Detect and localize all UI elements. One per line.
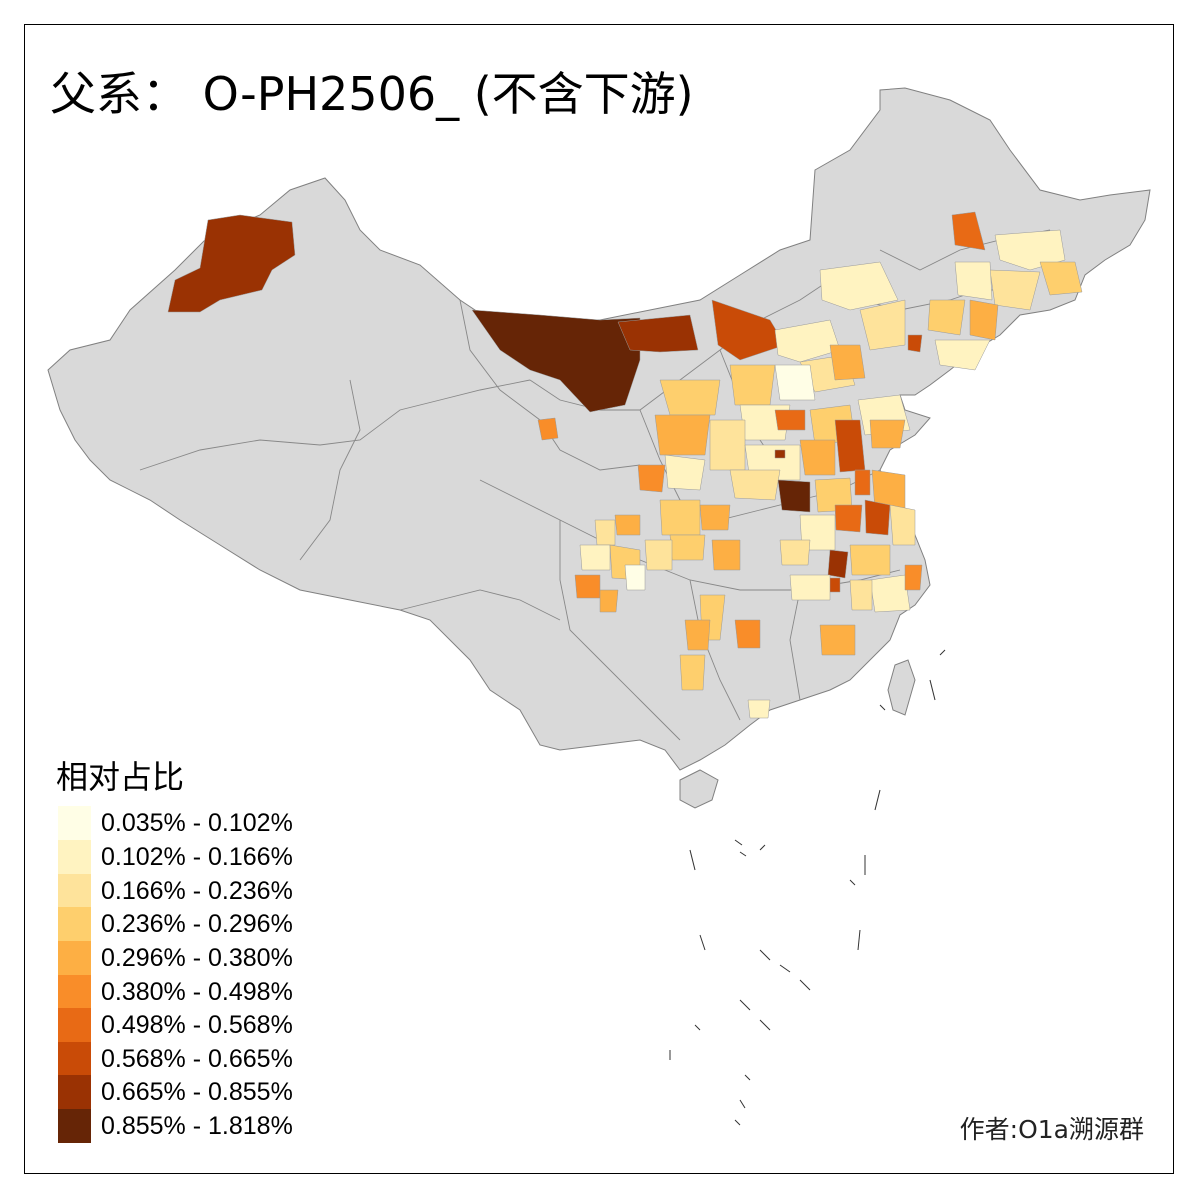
region-hn-4: [774, 449, 786, 459]
region-nc-10: [869, 419, 906, 449]
author-credit: 作者:O1a溯源群: [959, 1115, 1144, 1144]
region-hb-5: [779, 539, 811, 566]
region-ili: [167, 214, 296, 313]
region-zj-1: [869, 574, 911, 613]
region-nc-7: [774, 409, 806, 431]
legend-item: 0.166% - 0.236%: [58, 874, 293, 908]
region-hn-1: [834, 419, 866, 473]
region-zj-3: [849, 579, 873, 611]
legend-swatch: [58, 907, 91, 941]
legend-label: 0.296% - 0.380%: [101, 943, 293, 972]
legend-item: 0.498% - 0.568%: [58, 1008, 293, 1042]
region-imeast-1: [819, 261, 899, 311]
legend-swatch: [58, 840, 91, 874]
china-landmass: [47, 87, 1151, 771]
region-ne-9: [907, 334, 923, 353]
legend-label: 0.380% - 0.498%: [101, 977, 293, 1006]
legend-title: 相对占比: [56, 758, 185, 796]
region-ne-4: [989, 269, 1041, 311]
legend-item: 0.665% - 0.855%: [58, 1075, 293, 1109]
region-hn-5: [729, 469, 781, 501]
region-sc-8: [644, 539, 673, 571]
legend-item: 0.380% - 0.498%: [58, 975, 293, 1009]
region-hb-6: [789, 574, 831, 601]
region-js-4: [889, 504, 916, 546]
legend-label: 0.102% - 0.166%: [101, 842, 293, 871]
legend-item: 0.296% - 0.380%: [58, 941, 293, 975]
region-nc-4: [829, 344, 866, 381]
region-shx-4: [664, 454, 706, 491]
region-hb-1: [659, 499, 701, 536]
region-bayannur: [617, 314, 699, 353]
region-hn2-5: [679, 654, 706, 691]
region-js-3: [834, 504, 863, 533]
region-hn-6: [777, 479, 811, 513]
legend-swatch: [58, 1042, 91, 1076]
region-ne-7: [969, 299, 999, 341]
region-nc-3: [774, 364, 816, 401]
legend-item: 0.568% - 0.665%: [58, 1042, 293, 1076]
region-ne-6: [927, 299, 966, 336]
region-hb-3: [669, 534, 706, 561]
region-hn2-3: [734, 619, 761, 649]
legend-swatch: [58, 806, 91, 840]
region-hn2-4: [819, 624, 856, 656]
region-hb-4: [711, 539, 741, 571]
prefecture-regions: [167, 211, 1083, 719]
region-ah-2: [827, 549, 849, 579]
legend-swatch: [58, 941, 91, 975]
region-hb-2: [699, 504, 731, 531]
region-imeast-2: [859, 299, 906, 351]
legend-swatch: [58, 1075, 91, 1109]
legend-swatch: [58, 975, 91, 1009]
legend-swatch: [58, 874, 91, 908]
legend-label: 0.665% - 0.855%: [101, 1077, 293, 1106]
region-sc-7: [599, 589, 619, 613]
legend-item: 0.236% - 0.296%: [58, 907, 293, 941]
legend-item: 0.855% - 1.818%: [58, 1109, 293, 1143]
legend-swatch: [58, 1109, 91, 1143]
region-sc-6: [574, 574, 601, 599]
legend-swatch: [58, 1008, 91, 1042]
region-sc-5: [624, 564, 646, 591]
legend-label: 0.498% - 0.568%: [101, 1010, 293, 1039]
region-shx-2: [654, 414, 711, 456]
legend-item: 0.035% - 0.102%: [58, 806, 293, 840]
region-shx-5: [637, 464, 666, 493]
region-sc-2: [594, 519, 616, 546]
region-ne-1: [951, 211, 986, 251]
legend-item: 0.102% - 0.166%: [58, 840, 293, 874]
region-shx-1: [659, 379, 721, 416]
south-sea-islands: [669, 649, 946, 1126]
map-title: 父系： O-PH2506_ (不含下游): [50, 67, 694, 121]
region-zj-2: [904, 564, 923, 591]
region-ne-3: [1039, 261, 1083, 296]
map-frame: [24, 24, 1174, 1174]
hainan-island: [679, 769, 719, 809]
region-js-2: [864, 499, 891, 536]
region-sc-3: [579, 544, 611, 571]
region-hn-8: [854, 469, 871, 496]
legend-label: 0.236% - 0.296%: [101, 909, 293, 938]
region-gx-1: [747, 699, 771, 719]
region-nc-1: [774, 319, 841, 363]
region-hn-2: [799, 439, 836, 476]
region-ne-5: [954, 261, 993, 301]
legend-label: 0.166% - 0.236%: [101, 876, 293, 905]
legend-label: 0.855% - 1.818%: [101, 1111, 293, 1140]
region-sc-1: [614, 514, 641, 536]
region-ah-3: [849, 544, 891, 576]
region-hn2-2: [684, 619, 711, 651]
legend-label: 0.568% - 0.665%: [101, 1044, 293, 1073]
region-ordos-north: [711, 299, 786, 361]
region-gansu-1: [537, 417, 559, 441]
legend-label: 0.035% - 0.102%: [101, 808, 293, 837]
region-alxa: [471, 309, 641, 413]
region-nc-5: [729, 364, 776, 406]
region-ne-8: [934, 339, 991, 371]
region-shx-3: [709, 419, 746, 471]
taiwan-island: [887, 659, 916, 716]
